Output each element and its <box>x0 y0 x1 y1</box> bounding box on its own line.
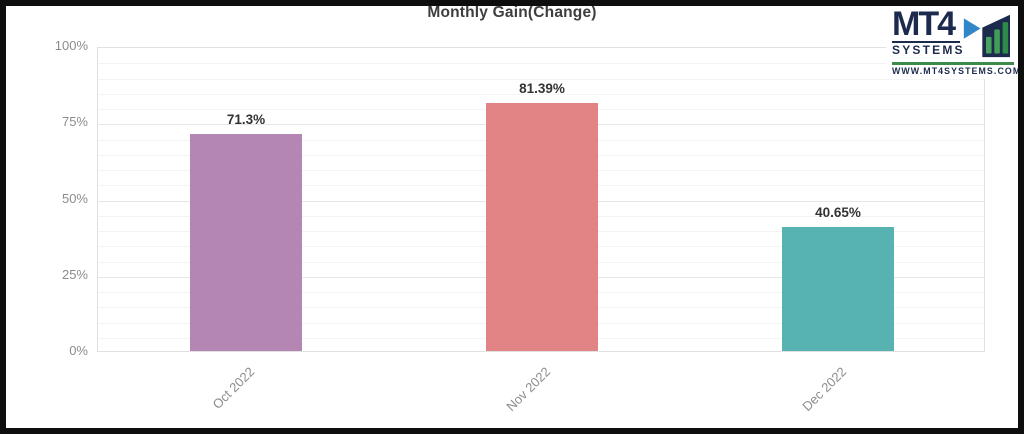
y-axis-label-25: 25% <box>61 266 88 282</box>
bar-dec-2022[interactable] <box>782 227 894 351</box>
bar-oct-2022[interactable] <box>190 134 302 351</box>
x-axis-label-2: Nov 2022 <box>503 364 554 414</box>
x-axis-label-1: Oct 2022 <box>209 364 258 412</box>
bar-nov-2022[interactable] <box>486 103 598 351</box>
logo-chart-icon <box>963 14 1010 58</box>
y-axis-label-100: 100% <box>54 38 88 53</box>
logo-url-text: WWW.MT4SYSTEMS.COM <box>892 66 1022 76</box>
bar-value-label: 81.39% <box>519 81 565 96</box>
logo-systems-text: SYSTEMS <box>892 41 965 58</box>
logo-green-divider <box>892 62 1014 65</box>
y-axis-label-0: 0% <box>69 343 88 358</box>
bar-value-label: 40.65% <box>815 205 861 220</box>
mt4systems-logo: MT4 SYSTEMS WWW.MT4SYSTEMS.COM <box>886 5 1022 79</box>
minor-gridline-95 <box>98 63 984 65</box>
chart-title: Monthly Gain(Change) <box>427 4 597 21</box>
logo-text-block: MT4 SYSTEMS <box>892 5 965 58</box>
plot-area: 71.3% 81.39% 40.65% <box>97 47 985 352</box>
x-axis-label-3: Dec 2022 <box>799 364 850 414</box>
logo-top-row: MT4 SYSTEMS <box>892 5 1014 60</box>
minor-gridline-85 <box>98 93 984 95</box>
y-axis-label-50: 50% <box>61 190 88 206</box>
y-axis-label-75: 75% <box>61 114 88 130</box>
bar-value-label: 71.3% <box>226 112 266 127</box>
minor-gridline-90 <box>98 78 984 80</box>
logo-brand-text: MT4 <box>892 5 956 43</box>
